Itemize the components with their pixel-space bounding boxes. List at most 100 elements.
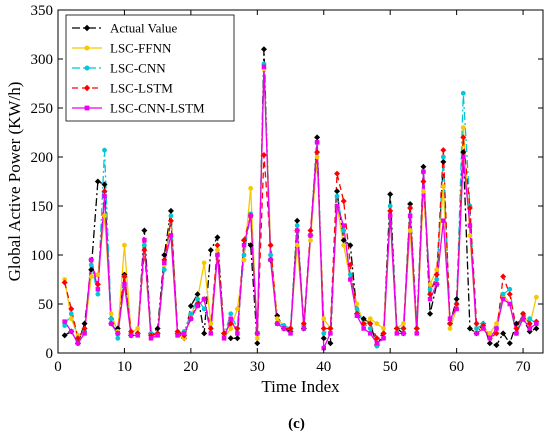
series-3-point [347, 261, 354, 268]
series-0-point [254, 340, 261, 347]
series-1-point [533, 294, 539, 300]
series-3-point [393, 325, 400, 332]
series-4-point [69, 329, 74, 334]
series-3-point [234, 325, 241, 332]
series-3-point [327, 325, 334, 332]
legend-marker-4 [84, 105, 90, 111]
series-0-point [88, 266, 95, 273]
series-1-point [208, 321, 214, 326]
series-3-point [373, 335, 380, 342]
series-2-point [367, 326, 373, 331]
x-tick-label: 30 [250, 359, 265, 375]
series-4-point [201, 296, 207, 302]
series-1-point [460, 125, 466, 130]
series-3-point [433, 271, 440, 278]
series-3-point [407, 204, 414, 211]
series-2-point [195, 296, 200, 302]
series-1-point [135, 326, 141, 331]
series-4-point [480, 326, 486, 331]
series-4-point [454, 306, 459, 312]
series-2-point [141, 242, 147, 248]
series-3-point [360, 320, 367, 327]
series-1-point [374, 321, 380, 326]
series-1-point [254, 335, 260, 341]
series-4-point [487, 336, 493, 341]
series-2-point [68, 311, 74, 317]
series-2-point [102, 147, 107, 153]
series-1-point [447, 326, 453, 331]
series-3-point [440, 147, 447, 154]
series-0-point [466, 325, 473, 332]
series-0-point [194, 291, 201, 298]
series-4-point [447, 316, 453, 321]
series-4-point [361, 326, 366, 331]
series-4-point [235, 331, 240, 336]
series-0-point [187, 302, 194, 309]
series-4-point [82, 331, 87, 336]
series-0-point [327, 340, 334, 347]
series-3-point [141, 247, 148, 254]
series-0-point [214, 234, 221, 241]
series-4-point [527, 326, 532, 331]
series-4-point [334, 203, 340, 209]
series-0-point [101, 181, 108, 188]
series-4-point [381, 336, 386, 341]
series-4-point [208, 331, 214, 336]
series-0-point [334, 188, 341, 195]
series-4-point [427, 296, 433, 302]
series-4-point [348, 277, 353, 282]
series-1-point [274, 316, 280, 322]
series-0-point [247, 242, 254, 249]
series-3-point [413, 325, 420, 332]
series-3-point [320, 325, 327, 332]
series-3-point [241, 237, 248, 244]
series-4-point [268, 257, 273, 263]
y-tick-label: 150 [31, 199, 54, 215]
series-0-point [94, 178, 101, 185]
series-1-point [321, 316, 327, 322]
series-2-point [527, 316, 533, 322]
series-3-point [387, 207, 394, 214]
series-4-point [467, 223, 473, 228]
series-3-point [174, 328, 181, 335]
y-tick-label: 250 [31, 101, 54, 117]
series-1-point [241, 257, 247, 263]
series-1-point [201, 260, 207, 266]
series-4-point [135, 333, 140, 338]
series-0-point [161, 252, 168, 258]
series-4-point [341, 223, 346, 228]
series-4-point [494, 326, 499, 331]
legend-marker-1 [84, 45, 90, 51]
series-0-point [506, 340, 513, 347]
series-3-point [500, 273, 507, 280]
series-1-point [427, 282, 433, 287]
series-2-point [507, 286, 513, 292]
series-0-point [493, 342, 500, 349]
series-4-point [407, 213, 413, 219]
series-3-point [207, 325, 214, 332]
series-3-point [167, 217, 174, 224]
x-tick-label: 50 [383, 359, 398, 375]
series-2-point [387, 203, 393, 209]
series-4-point [434, 282, 439, 287]
series-2-point [347, 272, 353, 277]
figure-caption: (c) [288, 416, 305, 432]
series-2-point [474, 326, 479, 331]
series-3-point [221, 330, 228, 337]
series-4-point [374, 340, 380, 346]
series-1-point [102, 213, 107, 219]
series-4-point [108, 321, 114, 326]
series-2-point [268, 252, 274, 258]
series-3-point [260, 152, 267, 159]
x-tick-label: 60 [449, 359, 464, 375]
series-0-point [61, 332, 68, 339]
series-3-point [61, 279, 68, 286]
series-4-point [441, 218, 446, 223]
series-4-point [75, 340, 81, 346]
axis-ticks: 0 10 20 30 40 50 60 70 0 50 100 150 200 250 300 350 [31, 3, 543, 375]
series-3-point [420, 178, 427, 185]
series-4-point [281, 326, 287, 331]
series-0-point [141, 227, 148, 234]
series-1-point [494, 321, 499, 326]
series-0-point [387, 191, 394, 198]
